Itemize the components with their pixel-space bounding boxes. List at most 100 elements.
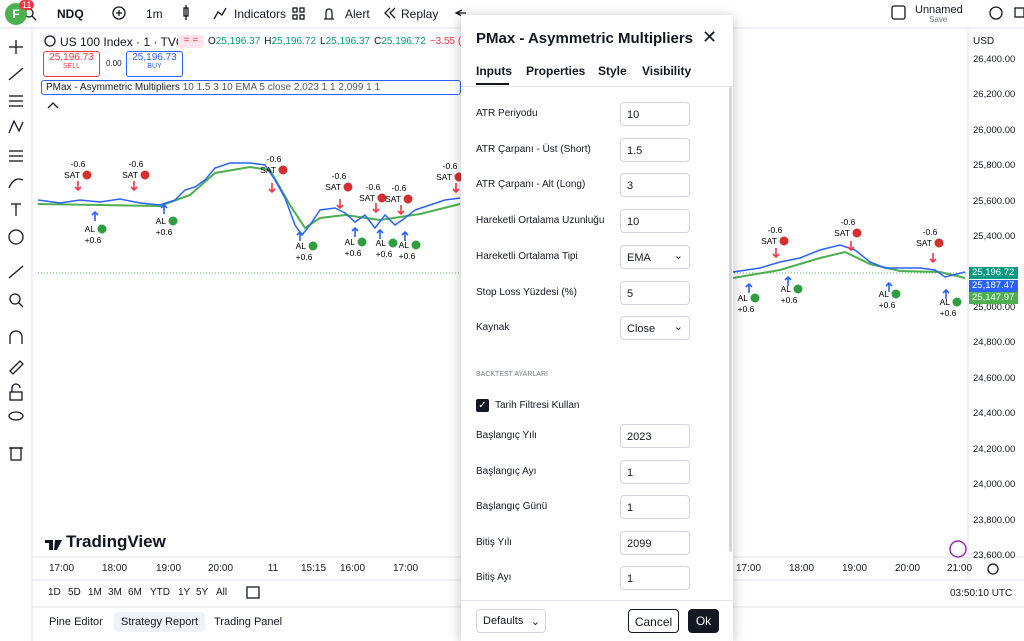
defaults-button[interactable]: Defaults ⌄ xyxy=(476,609,546,633)
time-label: 20:00 xyxy=(895,563,921,574)
field-input[interactable]: Close ⌄ xyxy=(620,316,690,341)
signal-label: SAT xyxy=(916,238,932,248)
signal-label: AL xyxy=(345,237,356,247)
bottom-tab[interactable]: Pine Editor xyxy=(49,616,103,628)
signal-arrow xyxy=(929,253,937,264)
price-label: 24,600.00 xyxy=(973,372,1016,384)
signal-amount: +0.6 xyxy=(781,295,798,305)
field-label: Başlangıç Ayı xyxy=(476,465,537,477)
field-input[interactable]: EMA ⌄ xyxy=(620,244,690,269)
signal-amount: +0.6 xyxy=(399,251,416,261)
range-button[interactable]: 6M xyxy=(128,587,142,598)
dialog-tab[interactable]: Inputs xyxy=(476,64,512,78)
dialog-tab[interactable]: Style xyxy=(598,64,627,78)
cancel-button[interactable]: Cancel xyxy=(628,609,679,633)
range-button[interactable]: YTD xyxy=(150,587,170,598)
alert[interactable]: Alert xyxy=(345,7,370,21)
signal-dot xyxy=(410,239,422,251)
buy-label: BUY xyxy=(147,63,162,70)
signal-amount: -0.6 xyxy=(768,225,783,235)
field-input[interactable]: 3 xyxy=(620,173,690,198)
signal-label: SAT xyxy=(64,170,80,180)
range-button[interactable]: All xyxy=(216,587,228,598)
sell-button[interactable]: 25,196.73 SELL xyxy=(43,51,100,77)
field-label: Bitiş Yılı xyxy=(476,536,512,548)
bottom-tab[interactable]: Strategy Report xyxy=(114,612,206,632)
field-input[interactable]: 2023 xyxy=(620,424,690,448)
signal-amount: -0.6 xyxy=(129,159,144,169)
field-input[interactable]: 5 xyxy=(620,280,690,305)
buy-price: 25,196.73 xyxy=(132,52,177,63)
checkbox[interactable]: ✓ xyxy=(476,399,489,412)
logo: TradingView xyxy=(66,532,166,551)
signal-label: AL xyxy=(940,297,951,307)
ohlc-key: H xyxy=(264,36,272,47)
indicator-name: PMax - Asymmetric Multipliers xyxy=(46,82,180,93)
checkbox-label[interactable]: Tarih Filtresi Kullan xyxy=(495,400,580,411)
dialog-tab[interactable]: Properties xyxy=(526,64,586,78)
signal-label: SAT xyxy=(761,236,777,246)
signal-label: SAT xyxy=(834,228,850,238)
signal-arrow xyxy=(401,230,409,241)
signal-label: AL xyxy=(738,293,749,303)
replay[interactable]: Replay xyxy=(401,7,439,21)
layout-name[interactable]: Unnamed xyxy=(915,4,963,16)
signal-amount: +0.6 xyxy=(345,248,362,258)
field-label: ATR Çarpanı - Alt (Long) xyxy=(476,179,586,191)
ohlc-value: 25,196.72 xyxy=(381,36,426,47)
signal-amount: -0.6 xyxy=(332,171,347,181)
time-label: 11 xyxy=(267,563,279,574)
signal-amount: -0.6 xyxy=(443,161,458,171)
signal-amount: +0.6 xyxy=(85,235,102,245)
chevron: ⌄ xyxy=(673,249,683,262)
signal-arrow xyxy=(336,199,344,210)
price-label: 23,600.00 xyxy=(973,550,1016,562)
field-input[interactable]: 1 xyxy=(620,459,690,484)
dialog-tab[interactable]: Visibility xyxy=(642,64,692,78)
time-label: 19:00 xyxy=(842,563,868,574)
range-button[interactable]: 5D xyxy=(68,587,81,598)
field-label: ATR Çarpanı - Üst (Short) xyxy=(476,143,591,155)
field-label: Bitiş Ayı xyxy=(476,572,512,584)
field-label: ATR Periyodu xyxy=(476,108,538,119)
signal-label: SAT xyxy=(436,172,452,182)
field-input[interactable]: 10 xyxy=(620,209,690,234)
range-button[interactable]: 3M xyxy=(108,587,122,598)
price-tag: 25,187.47 xyxy=(969,280,1018,292)
field-input[interactable]: 10 xyxy=(620,102,690,126)
range-button[interactable]: 1Y xyxy=(178,587,191,598)
signal-dot xyxy=(933,237,945,249)
ohlc-key: O xyxy=(208,36,216,47)
signal-dot xyxy=(356,236,368,248)
signal-arrow xyxy=(942,288,950,299)
buy-button[interactable]: 25,196.73 BUY xyxy=(126,51,183,77)
close-button[interactable]: ✕ xyxy=(702,27,718,47)
interval[interactable]: 1m xyxy=(146,7,163,21)
signal-arrow xyxy=(376,228,384,239)
field-label: Başlangıç Yılı xyxy=(476,430,537,441)
field-input[interactable]: 1.5 xyxy=(620,137,690,162)
indicator-legend[interactable]: PMax - Asymmetric Multipliers 10 1.5 3 1… xyxy=(41,80,461,95)
symbol[interactable]: NDQ xyxy=(57,7,84,21)
range-button[interactable]: 5Y xyxy=(196,587,209,598)
bottom-tab[interactable]: Trading Panel xyxy=(214,616,283,628)
signal-amount: -0.6 xyxy=(267,154,282,164)
signal-amount: +0.6 xyxy=(738,304,755,314)
signal-amount: -0.6 xyxy=(366,182,381,192)
price-label: 23,800.00 xyxy=(973,514,1016,526)
field-input[interactable]: 1 xyxy=(620,495,690,520)
ohlc: O25,196.37 H25,196.72 L25,196.37 C25,196.72… xyxy=(208,36,481,47)
price-label: 25,400.00 xyxy=(973,231,1016,243)
range-button[interactable]: 1M xyxy=(88,587,102,598)
signal-label: AL xyxy=(156,216,167,226)
signal-label: AL xyxy=(781,284,792,294)
indicators[interactable]: Indicators xyxy=(234,7,287,21)
signal-dot xyxy=(277,164,289,176)
ok-button[interactable]: Ok xyxy=(688,609,719,633)
field-input[interactable]: 2099 xyxy=(620,530,690,555)
scrollbar[interactable] xyxy=(729,87,732,552)
field-input[interactable]: 1 xyxy=(620,566,690,591)
range-button[interactable]: 1D xyxy=(48,587,61,598)
badge-equal: = = xyxy=(178,35,204,48)
